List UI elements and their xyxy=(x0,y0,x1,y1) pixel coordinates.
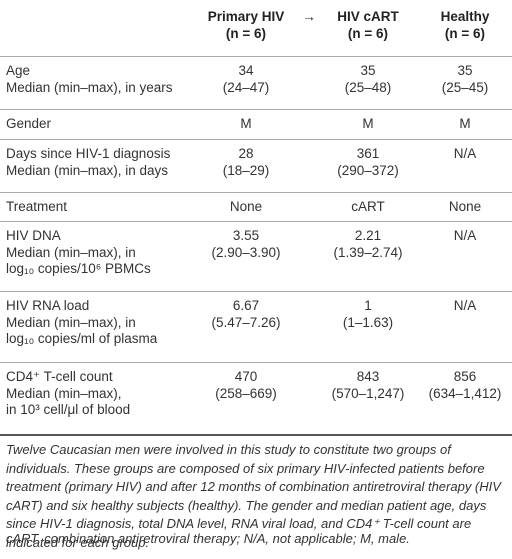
cell-line: 843 xyxy=(356,369,380,384)
table-row: CD4⁺ T-cell count Median (min–max), in 10³… xyxy=(0,363,512,436)
cell-line: None xyxy=(229,199,263,214)
footnote: Twelve Caucasian men were involved in th… xyxy=(6,442,501,550)
table-cell: 35 (25–48) xyxy=(318,63,418,96)
cell-line: (24–47) xyxy=(222,79,270,95)
row-label: HIV DNA Median (min–max), in log₁₀ copies/… xyxy=(6,228,151,278)
cell-line: 35 xyxy=(457,63,473,78)
label-line: Age xyxy=(6,63,31,78)
label-line: CD4⁺ T-cell count xyxy=(6,369,113,384)
table-cell: 28 (18–29) xyxy=(192,146,300,179)
table-cell: 35 (25–45) xyxy=(418,63,512,96)
arrow: → xyxy=(302,9,316,24)
column-header: Primary HIV (n = 6) xyxy=(192,9,300,42)
label-line: log₁₀ copies/10⁶ PBMCs xyxy=(6,261,151,276)
header-title: Primary HIV xyxy=(207,9,285,24)
label-line: Median (min–max), in days xyxy=(6,162,169,178)
table-cell: 361 (290–372) xyxy=(318,146,418,179)
cell-line: 28 xyxy=(238,146,254,161)
label-line: Median (min–max), in xyxy=(6,314,136,330)
cell-line: (634–1,412) xyxy=(428,385,502,401)
row-label: Days since HIV-1 diagnosis Median (min–ma… xyxy=(6,146,170,179)
cell-line: 6.67 xyxy=(232,298,260,313)
table-row: HIV DNA Median (min–max), in log₁₀ copies/… xyxy=(0,222,512,292)
column-header: HIV cART (n = 6) xyxy=(318,9,418,42)
row-label: HIV RNA load Median (min–max), in log₁₀ co… xyxy=(6,298,157,348)
table-cell: N/A xyxy=(418,228,512,245)
row-label: Treatment xyxy=(6,199,67,216)
cell-line: (1.39–2.74) xyxy=(333,244,403,260)
abbreviations: cART, combination antiretroviral therapy… xyxy=(6,531,410,546)
table-cell: 843 (570–1,247) xyxy=(318,369,418,402)
cell-line: M xyxy=(459,116,471,131)
table-row: Age Median (min–max), in years 34 (24–47) 35… xyxy=(0,57,512,110)
cell-line: None xyxy=(448,199,482,214)
table-cell: N/A xyxy=(418,298,512,315)
label-line: HIV DNA xyxy=(6,228,61,243)
cell-line: (2.90–3.90) xyxy=(211,244,281,260)
label-line: HIV RNA load xyxy=(6,298,90,313)
cell-line: M xyxy=(240,116,252,131)
cell-line: cART xyxy=(351,199,385,214)
cell-line: 3.55 xyxy=(232,228,260,243)
cell-line: 361 xyxy=(356,146,380,161)
table-cell: 3.55 (2.90–3.90) xyxy=(192,228,300,261)
cell-line: N/A xyxy=(453,146,477,161)
label-line: Median (min–max), in xyxy=(6,244,136,260)
cell-line: 34 xyxy=(238,63,254,78)
cell-line: (258–669) xyxy=(215,385,277,401)
header-n: (n = 6) xyxy=(225,25,267,41)
table-cell: None xyxy=(192,199,300,216)
cell-line: 1 xyxy=(364,298,372,313)
cell-line: 856 xyxy=(453,369,477,384)
cell-line: (25–48) xyxy=(344,79,392,95)
table-cell: None xyxy=(418,199,512,216)
table-cell: M xyxy=(418,116,512,133)
table-row: Days since HIV-1 diagnosis Median (min–ma… xyxy=(0,140,512,193)
row-label: CD4⁺ T-cell count Median (min–max), in 10³… xyxy=(6,369,130,419)
label-line: Median (min–max), xyxy=(6,385,122,401)
cell-line: (1–1.63) xyxy=(342,314,394,330)
table-row: HIV RNA load Median (min–max), in log₁₀ co… xyxy=(0,292,512,363)
cell-line: (18–29) xyxy=(222,162,270,178)
cell-line: N/A xyxy=(453,228,477,243)
table-cell: 470 (258–669) xyxy=(192,369,300,402)
header-row: Primary HIV (n = 6) HIV cART (n = 6) Healthy… xyxy=(0,0,512,57)
label-line: Days since HIV-1 diagnosis xyxy=(6,146,171,161)
header-n: (n = 6) xyxy=(347,25,389,41)
column-header: Healthy (n = 6) xyxy=(418,9,512,42)
table-row: Treatment None cART None xyxy=(0,193,512,222)
cell-line: N/A xyxy=(453,298,477,313)
label-line: Treatment xyxy=(6,199,68,214)
cell-line: (290–372) xyxy=(337,162,399,178)
row-label: Age Median (min–max), in years xyxy=(6,63,173,96)
table-cell: 1 (1–1.63) xyxy=(318,298,418,331)
cell-line: M xyxy=(362,116,374,131)
table-cell: M xyxy=(318,116,418,133)
table-cell: N/A xyxy=(418,146,512,163)
table-cell: cART xyxy=(318,199,418,216)
row-label: Gender xyxy=(6,116,51,133)
cell-line: (25–45) xyxy=(441,79,489,95)
cell-line: 470 xyxy=(234,369,258,384)
table-cell: 6.67 (5.47–7.26) xyxy=(192,298,300,331)
header-title: Healthy xyxy=(440,9,490,24)
label-line: Gender xyxy=(6,116,52,131)
cell-line: (5.47–7.26) xyxy=(211,314,281,330)
header-n: (n = 6) xyxy=(444,25,486,41)
header-title: HIV cART xyxy=(337,9,399,24)
label-line: Median (min–max), in years xyxy=(6,79,173,95)
table-cell: 856 (634–1,412) xyxy=(418,369,512,402)
cell-line: 2.21 xyxy=(354,228,382,243)
label-line: log₁₀ copies/ml of plasma xyxy=(6,331,158,346)
table-cell: 34 (24–47) xyxy=(192,63,300,96)
cell-line: 35 xyxy=(360,63,376,78)
cell-line: (570–1,247) xyxy=(331,385,405,401)
table-cell: 2.21 (1.39–2.74) xyxy=(318,228,418,261)
label-line: in 10³ cell/μl of blood xyxy=(6,402,131,417)
table-row: Gender M M M xyxy=(0,110,512,140)
table-cell: M xyxy=(192,116,300,133)
